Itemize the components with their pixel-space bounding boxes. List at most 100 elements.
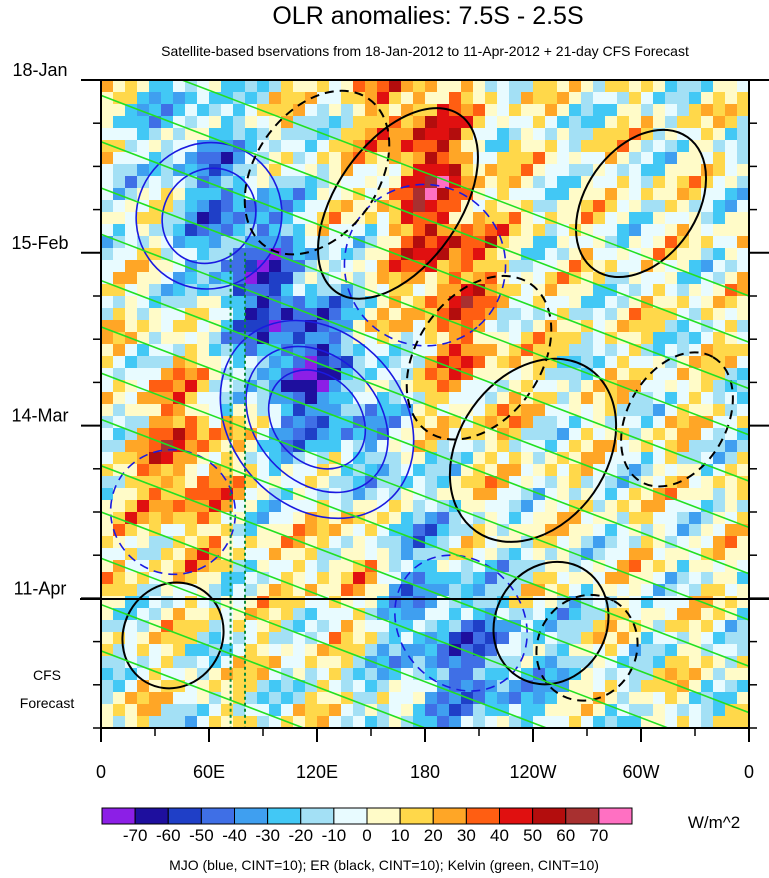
heatmap-cell [677,296,690,309]
heatmap-cell [653,356,666,369]
heatmap-cell [113,692,126,705]
heatmap-cell [413,404,426,417]
heatmap-cell [461,476,474,489]
heatmap-cell [365,392,378,405]
heatmap-cell [653,656,666,669]
heatmap-cell [401,524,414,537]
heatmap-cell [713,608,726,621]
heatmap-cell [533,296,546,309]
heatmap-cell [233,524,246,537]
heatmap-cell [221,92,234,105]
heatmap-cell [497,176,510,189]
heatmap-cell [725,596,738,609]
heatmap-cell [233,596,246,609]
heatmap-cell [629,404,642,417]
heatmap-cell [341,104,354,117]
heatmap-cell [701,668,714,681]
heatmap-cell [461,656,474,669]
heatmap-cell [281,608,294,621]
heatmap-cell [533,188,546,201]
heatmap-cell [737,80,749,93]
heatmap-cell [641,380,654,393]
heatmap-cell [521,332,534,345]
heatmap-cell [173,116,186,129]
heatmap-cell [185,548,198,561]
heatmap-cell [713,236,726,249]
heatmap-cell [197,104,210,117]
heatmap-cell [389,308,402,321]
colorbar-label: -10 [322,826,347,845]
heatmap-cell [653,320,666,333]
heatmap-cell [161,608,174,621]
heatmap-cell [161,248,174,261]
heatmap-cell [701,488,714,501]
er-contour [535,593,639,702]
heatmap-cell [701,128,714,141]
kelvin-contour [101,650,306,728]
heatmap-cell [197,608,210,621]
heatmap-cell [629,80,642,93]
heatmap-cell [737,92,749,105]
heatmap-cell [317,620,330,633]
heatmap-cell [545,416,558,429]
heatmap-cell [389,368,402,381]
heatmap-cell [185,392,198,405]
heatmap-cell [701,680,714,693]
heatmap-cell [629,644,642,657]
heatmap-cell [569,392,582,405]
heatmap-cell [665,188,678,201]
heatmap-cell [641,416,654,429]
heatmap-cell [629,488,642,501]
heatmap-cell [125,464,138,477]
heatmap-cell [569,452,582,465]
heatmap-cell [389,464,402,477]
colorbar-swatch [399,807,434,825]
heatmap-cell [497,584,510,597]
heatmap-cell [413,188,426,201]
heatmap-cell [149,356,162,369]
heatmap-cell [617,140,630,153]
heatmap-cell [281,596,294,609]
heatmap-cell [185,248,198,261]
heatmap-cell [677,608,690,621]
heatmap-cell [413,428,426,441]
heatmap-cell [125,320,138,333]
heatmap-cell [689,608,702,621]
heatmap-cell [713,176,726,189]
heatmap-cell [377,224,390,237]
heatmap-cell [281,284,294,297]
heatmap-cell [533,704,546,717]
heatmap-cell [581,512,594,525]
heatmap-cell [281,224,294,237]
heatmap-cell [461,92,474,105]
heatmap-cell [173,200,186,213]
heatmap-cell [293,284,306,297]
heatmap-cell [329,212,342,225]
heatmap-cell [509,248,522,261]
colorbar-label: 0 [362,826,371,845]
heatmap-cell [737,188,749,201]
heatmap-cell [533,164,546,177]
heatmap-cell [641,104,654,117]
heatmap-cell [545,224,558,237]
heatmap-cell [569,308,582,321]
heatmap-cell [377,236,390,249]
er-contour [405,274,553,441]
heatmap-cell [293,692,306,705]
heatmap-cell [305,344,318,357]
heatmap-cell [317,512,330,525]
heatmap-cell [257,560,270,573]
kelvin-contour [179,80,749,297]
heatmap-cell [497,692,510,705]
heatmap-cell [365,368,378,381]
heatmap-cell [581,680,594,693]
heatmap-cell [197,212,210,225]
heatmap-cell [101,716,114,728]
heatmap-cell [557,668,570,681]
heatmap-cell [665,272,678,285]
heatmap-cell [365,92,378,105]
heatmap-cell [185,704,198,717]
heatmap-cell [521,284,534,297]
heatmap-cell [605,632,618,645]
heatmap-cell [485,416,498,429]
